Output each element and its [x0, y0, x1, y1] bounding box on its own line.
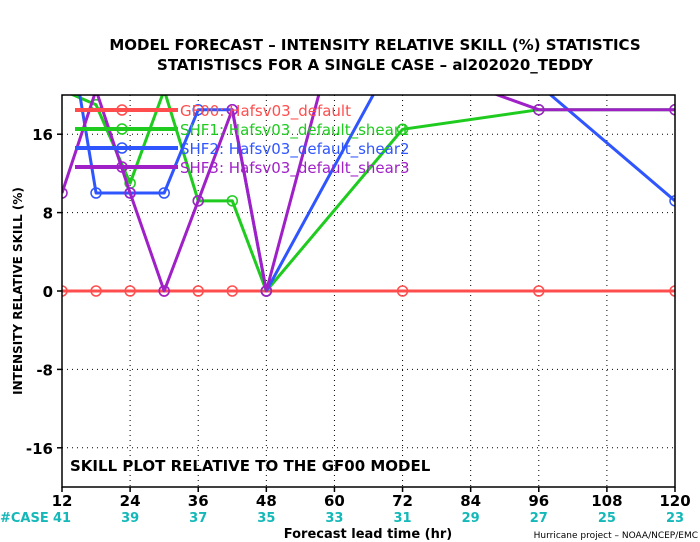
- y-axis-ticks: -16 -8 0 8 16: [26, 126, 62, 458]
- data-point: [226, 285, 239, 297]
- legend-marker: [116, 123, 128, 135]
- series-3: [62, 95, 675, 297]
- x-tick-label: 96: [528, 492, 549, 510]
- case-count: 23: [666, 511, 684, 526]
- legend-label: SHF3: Hafsv03_default_shear3: [180, 159, 410, 178]
- chart-title: MODEL FORECAST – INTENSITY RELATIVE SKIL…: [109, 36, 640, 54]
- data-point: [90, 187, 102, 199]
- case-count: 31: [394, 511, 412, 526]
- y-tick-label: 8: [43, 205, 53, 223]
- x-tick-label: 48: [256, 492, 277, 510]
- legend-item-3: SHF3: Hafsv03_default_shear3: [75, 159, 410, 178]
- series-line: [62, 95, 675, 293]
- x-tick-label: 36: [188, 492, 209, 510]
- y-tick-label: -8: [36, 361, 53, 379]
- series-0: [62, 285, 675, 297]
- x-tick-label: 12: [52, 492, 73, 510]
- case-count: 37: [189, 511, 207, 526]
- data-point: [62, 285, 68, 297]
- data-point: [93, 95, 100, 96]
- data-point: [533, 285, 545, 297]
- data-point: [62, 187, 68, 199]
- x-tick-label: 84: [460, 492, 481, 510]
- credit-text: Hurricane project – NOAA/NCEP/EMC: [534, 531, 698, 541]
- x-tick-label: 72: [392, 492, 413, 510]
- data-point: [396, 285, 409, 297]
- case-count: 41: [53, 511, 71, 526]
- series-1: [62, 95, 675, 297]
- skill-annotation: SKILL PLOT RELATIVE TO THE GF00 MODEL: [70, 457, 431, 475]
- data-point: [226, 103, 239, 116]
- case-label: #CASE: [0, 511, 49, 526]
- data-point: [124, 187, 136, 199]
- y-tick-label: -16: [26, 440, 53, 458]
- case-count-row: 41 39 37 35 33 31 29 27 25 23: [53, 511, 684, 526]
- case-count: 29: [462, 511, 480, 526]
- data-point: [124, 285, 136, 297]
- y-tick-label: 0: [43, 283, 53, 301]
- data-point: [158, 285, 170, 297]
- legend-marker: [116, 161, 128, 173]
- legend-item-1: SHF1: Hafsv03_default_shear1: [75, 121, 410, 140]
- chart-subtitle: STATISTISCS FOR A SINGLE CASE – al202020…: [157, 56, 594, 74]
- x-tick-label: 108: [591, 492, 622, 510]
- legend-label: GF00: Hafsv03_default: [180, 102, 351, 121]
- data-point: [669, 103, 675, 116]
- y-tick-label: 16: [32, 126, 53, 144]
- case-count: 39: [121, 511, 139, 526]
- data-point: [669, 285, 675, 297]
- data-point: [669, 195, 675, 207]
- legend-label: SHF1: Hafsv03_default_shear1: [180, 121, 410, 140]
- data-point: [192, 195, 204, 207]
- data-point: [192, 285, 204, 297]
- data-point: [260, 285, 273, 297]
- x-axis-label: Forecast lead time (hr): [284, 527, 452, 542]
- data-point: [62, 95, 66, 96]
- y-axis-label: INTENSITY RELATIVE SKILL (%): [11, 187, 25, 395]
- x-tick-label: 24: [120, 492, 141, 510]
- data-point: [396, 123, 409, 136]
- case-count: 25: [598, 511, 616, 526]
- data-point: [158, 187, 170, 199]
- x-axis-ticks: 12 24 36 48 60 72 84 96 108 120: [52, 487, 691, 510]
- data-point: [533, 103, 545, 116]
- legend-item-0: GF00: Hafsv03_default: [75, 102, 351, 121]
- data-point: [161, 95, 168, 96]
- x-tick-label: 60: [324, 492, 345, 510]
- series-line: [78, 95, 675, 293]
- legend-label: SHF2: Hafsv03_default_shear2: [180, 140, 410, 159]
- data-point: [226, 195, 239, 207]
- data-point: [90, 285, 102, 297]
- legend-item-2: SHF2: Hafsv03_default_shear2: [75, 140, 410, 159]
- case-count: 33: [325, 511, 343, 526]
- case-count: 35: [257, 511, 275, 526]
- legend-marker: [116, 142, 128, 154]
- data-point: [192, 103, 204, 116]
- legend-marker: [116, 104, 128, 116]
- case-count: 27: [530, 511, 548, 526]
- x-tick-label: 120: [659, 492, 690, 510]
